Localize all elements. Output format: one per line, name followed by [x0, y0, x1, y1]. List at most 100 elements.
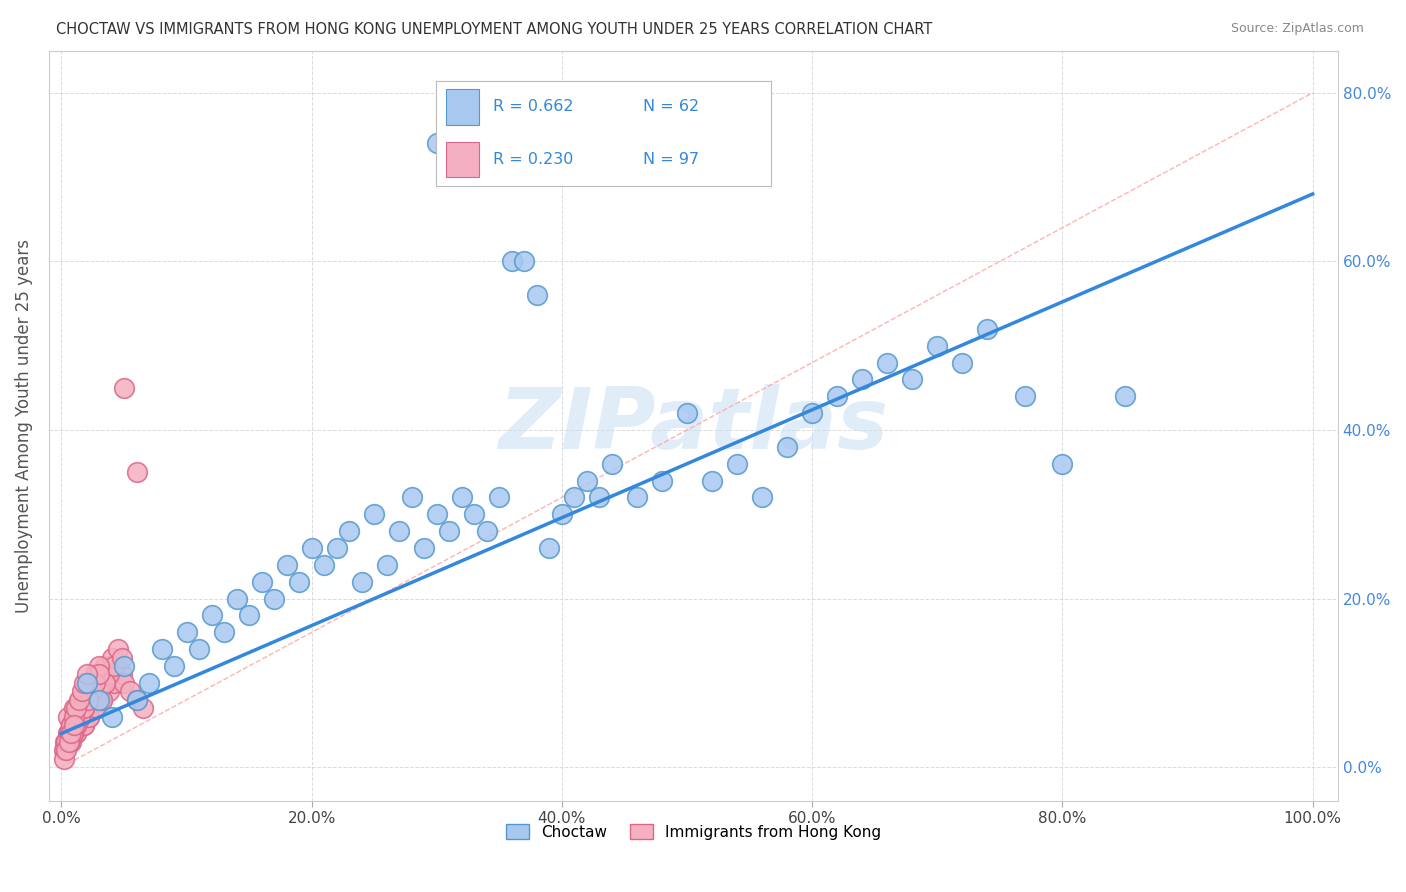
- Point: [112, 659, 135, 673]
- Point: [73, 718, 96, 732]
- Point: [53, 743, 76, 757]
- Point: [413, 541, 436, 555]
- Point: [225, 591, 247, 606]
- Point: [776, 440, 799, 454]
- Point: [76, 684, 98, 698]
- Point: [87, 684, 110, 698]
- Point: [112, 676, 135, 690]
- Point: [55, 743, 77, 757]
- Point: [65, 718, 87, 732]
- Point: [62, 718, 84, 732]
- Point: [538, 541, 561, 555]
- Point: [100, 709, 122, 723]
- Point: [56, 709, 79, 723]
- Point: [53, 752, 76, 766]
- Point: [77, 709, 100, 723]
- Point: [60, 726, 83, 740]
- Point: [851, 372, 873, 386]
- Point: [86, 701, 108, 715]
- Point: [125, 465, 148, 479]
- Point: [450, 491, 472, 505]
- Point: [56, 726, 79, 740]
- Point: [76, 701, 98, 715]
- Point: [73, 701, 96, 715]
- Point: [69, 709, 91, 723]
- Point: [626, 491, 648, 505]
- Point: [188, 642, 211, 657]
- Point: [69, 709, 91, 723]
- Point: [276, 558, 298, 572]
- Point: [63, 701, 86, 715]
- Point: [551, 508, 574, 522]
- Point: [1114, 389, 1136, 403]
- Point: [475, 524, 498, 538]
- Point: [288, 574, 311, 589]
- Point: [69, 709, 91, 723]
- Point: [201, 608, 224, 623]
- Point: [314, 558, 336, 572]
- Point: [950, 355, 973, 369]
- Legend: Choctaw, Immigrants from Hong Kong: Choctaw, Immigrants from Hong Kong: [499, 818, 887, 846]
- Point: [176, 625, 198, 640]
- Point: [263, 591, 285, 606]
- Point: [513, 254, 536, 268]
- Point: [77, 692, 100, 706]
- Point: [600, 457, 623, 471]
- Point: [100, 650, 122, 665]
- Point: [90, 692, 112, 706]
- Point: [100, 667, 122, 681]
- Point: [62, 726, 84, 740]
- Point: [76, 667, 98, 681]
- Point: [53, 743, 76, 757]
- Point: [94, 676, 117, 690]
- Point: [65, 726, 87, 740]
- Point: [53, 743, 76, 757]
- Point: [58, 726, 80, 740]
- Point: [60, 726, 83, 740]
- Point: [526, 288, 548, 302]
- Point: [53, 735, 76, 749]
- Point: [876, 355, 898, 369]
- Point: [825, 389, 848, 403]
- Point: [801, 406, 824, 420]
- Point: [63, 718, 86, 732]
- Point: [82, 692, 104, 706]
- Point: [163, 659, 186, 673]
- Text: ZIPatlas: ZIPatlas: [498, 384, 889, 467]
- Point: [138, 676, 160, 690]
- Point: [63, 718, 86, 732]
- Point: [63, 718, 86, 732]
- Point: [363, 508, 385, 522]
- Point: [112, 381, 135, 395]
- Point: [55, 735, 77, 749]
- Point: [439, 524, 461, 538]
- Point: [676, 406, 699, 420]
- Point: [76, 701, 98, 715]
- Point: [337, 524, 360, 538]
- Point: [401, 491, 423, 505]
- Point: [80, 676, 103, 690]
- Point: [82, 692, 104, 706]
- Point: [76, 692, 98, 706]
- Point: [90, 692, 112, 706]
- Point: [301, 541, 323, 555]
- Point: [426, 136, 449, 151]
- Point: [58, 726, 80, 740]
- Point: [103, 676, 125, 690]
- Y-axis label: Unemployment Among Youth under 25 years: Unemployment Among Youth under 25 years: [15, 239, 32, 613]
- Point: [751, 491, 773, 505]
- Point: [94, 676, 117, 690]
- Point: [69, 692, 91, 706]
- Point: [86, 684, 108, 698]
- Point: [58, 735, 80, 749]
- Point: [107, 659, 129, 673]
- Point: [73, 676, 96, 690]
- Point: [98, 667, 121, 681]
- Point: [69, 709, 91, 723]
- Point: [94, 659, 117, 673]
- Point: [98, 684, 121, 698]
- Point: [901, 372, 924, 386]
- Point: [564, 491, 586, 505]
- Point: [375, 558, 398, 572]
- Point: [65, 709, 87, 723]
